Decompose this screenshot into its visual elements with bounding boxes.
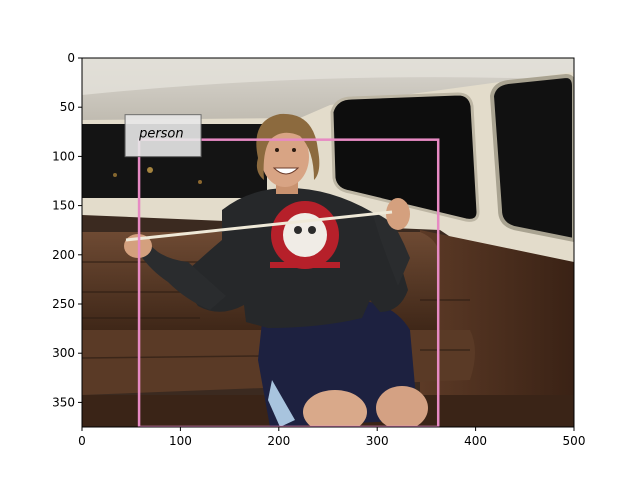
y-tick-label: 250 [52,297,75,311]
middle-window [330,92,480,222]
x-tick-label: 200 [267,434,290,448]
y-tick-label: 100 [52,149,75,163]
y-tick-label: 0 [67,51,75,65]
right-window [489,73,574,243]
x-tick-label: 500 [563,434,586,448]
hair [256,113,320,180]
held-string [125,210,393,242]
person-figure [124,113,428,427]
y-tick-label: 350 [52,395,75,409]
y-tick-label: 300 [52,346,75,360]
person-label-background [124,114,202,158]
x-axis-ticks: 0 100 200 300 400 500 [78,427,585,448]
axes-frame [81,57,575,428]
y-axis-ticks: 0 50 100 150 200 250 300 350 [52,51,82,409]
person-bounding-box [137,138,440,427]
x-tick-label: 400 [464,434,487,448]
head [261,127,309,187]
x-tick-label: 100 [169,434,192,448]
x-tick-label: 300 [366,434,389,448]
person-label: person [138,127,184,142]
y-tick-label: 50 [60,100,75,114]
x-tick-label: 0 [78,434,86,448]
photo [82,58,574,427]
y-tick-label: 150 [52,199,75,213]
y-tick-label: 200 [52,248,75,262]
